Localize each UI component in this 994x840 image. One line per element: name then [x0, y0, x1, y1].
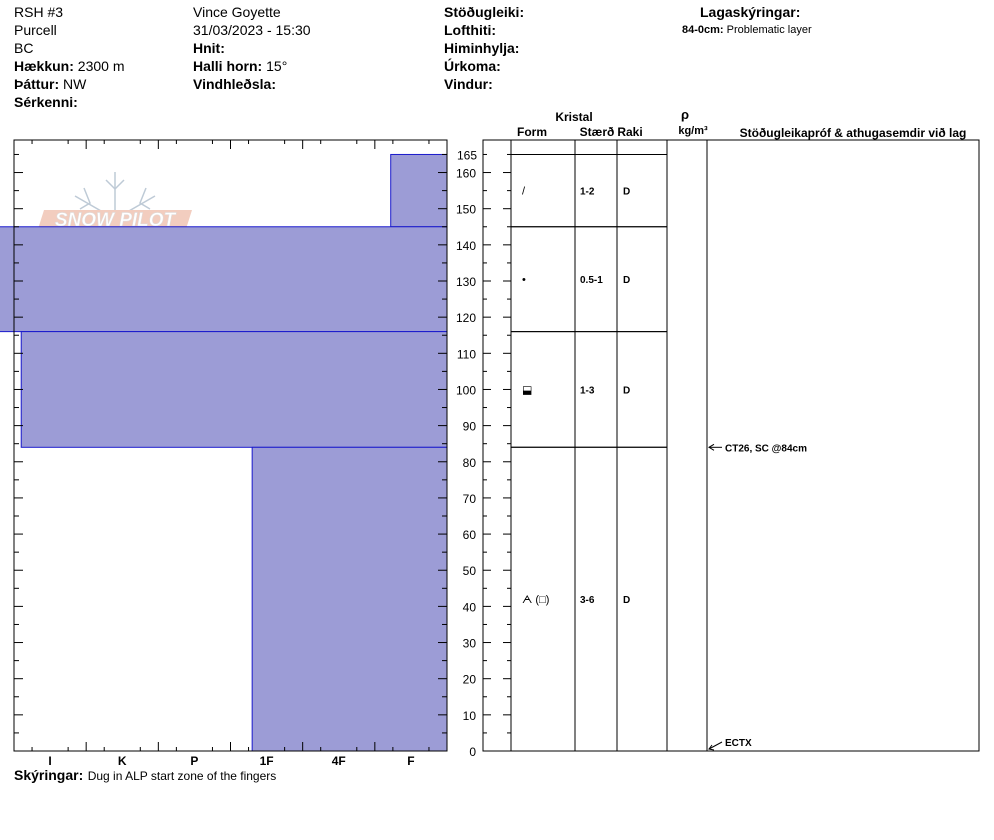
- hardness-frame: I K P 1F 4F F: [13, 139, 448, 768]
- depth-tick-label: 110: [457, 347, 476, 361]
- hardness-tick-label: 1F: [260, 754, 274, 768]
- layer-table-border: [482, 139, 980, 752]
- layer-table-frame: [482, 139, 980, 752]
- region-name: BC: [14, 40, 34, 56]
- slope-value: 15°: [266, 58, 288, 74]
- depth-tick-label: 150: [456, 203, 476, 217]
- elevation-row: Hækkun: 2300 m: [14, 59, 125, 73]
- moisture-header: Raki: [617, 125, 642, 139]
- observation-datetime: 31/03/2023 - 15:30: [193, 22, 311, 38]
- grain-form-symbol: ⬓: [522, 384, 532, 396]
- wind-loading-label: Vindhleðsla:: [193, 76, 276, 92]
- aspect-row: Þáttur: NW: [14, 77, 86, 91]
- hardness-bar: [251, 446, 448, 752]
- precip-label: Úrkoma:: [444, 58, 501, 74]
- aspect-label: Þáttur:: [14, 76, 60, 92]
- slope-label: Halli horn:: [193, 58, 263, 74]
- comments-row: Skýringar: Dug in ALP start zone of the …: [14, 768, 276, 784]
- arrowhead-icon: [708, 443, 715, 451]
- hardness-bars: [0, 153, 448, 752]
- hardness-tick-label: K: [118, 754, 127, 768]
- hardness-tick-label: P: [190, 754, 198, 768]
- logo-banner: [38, 210, 192, 229]
- depth-tick-label: 0: [469, 745, 476, 759]
- grain-size: 0.5-1: [580, 275, 603, 286]
- moisture-value: D: [623, 275, 630, 286]
- stability-test-text: ECTX: [725, 738, 752, 749]
- comments-label: Skýringar:: [14, 767, 84, 783]
- wind-label: Vindur:: [444, 76, 493, 92]
- depth-tick-label: 30: [463, 637, 477, 651]
- form-header: Form: [517, 125, 547, 139]
- sky-label: Himinhylja:: [444, 40, 520, 56]
- depth-tick-label: 10: [463, 709, 477, 723]
- grain-form-symbol: ᗅ (□): [522, 594, 549, 606]
- observer-name: Vince Goyette: [193, 4, 281, 20]
- stability-label: Stöðugleiki:: [444, 4, 525, 20]
- hardness-bar: [20, 331, 448, 448]
- test-pointer: [708, 741, 723, 750]
- problem-range: 84-0cm:: [682, 24, 724, 36]
- coords-label: Hnit:: [193, 40, 225, 56]
- features-label: Sérkenni:: [14, 94, 78, 110]
- depth-tick-label: 130: [456, 275, 476, 289]
- moisture-value: D: [623, 187, 630, 198]
- grain-form-symbol: /: [522, 186, 526, 198]
- site-name: RSH #3: [14, 4, 64, 20]
- hardness-tick-label: F: [407, 754, 414, 768]
- stability-tests: CT26, SC @84cm ECTX: [708, 443, 807, 751]
- range-name: Purcell: [14, 22, 57, 38]
- rho-symbol: ρ: [681, 107, 689, 122]
- depth-tick-label: 20: [463, 673, 477, 687]
- aspect-value: NW: [63, 76, 87, 92]
- depth-tick-label: 40: [463, 600, 477, 614]
- hardness-tick-label: I: [48, 754, 51, 768]
- problem-text: Problematic layer: [726, 24, 812, 36]
- depth-tick-label: 140: [456, 239, 476, 253]
- depth-tick-label: 80: [463, 456, 477, 470]
- depth-tick-label: 100: [456, 383, 476, 397]
- density-unit: kg/m³: [678, 125, 708, 137]
- depth-axis: 0 10 20 30 40 50 60 70 80 90 100 110 120 130 140 150 160…: [456, 148, 511, 759]
- depth-tick-label: 160: [456, 167, 476, 181]
- depth-tick-label: 70: [463, 492, 477, 506]
- arrowhead-icon: [708, 744, 715, 751]
- hardness-bar: [0, 226, 448, 333]
- snow-height-label: 165: [457, 148, 477, 162]
- problem-layer-note: 84-0cm: Problematic layer: [682, 25, 812, 36]
- legend-title: Lagaskýringar:: [700, 4, 801, 20]
- depth-tick-label: 50: [463, 564, 477, 578]
- stability-test-text: CT26, SC @84cm: [725, 443, 807, 454]
- slope-row: Halli horn: 15°: [193, 59, 287, 73]
- depth-tick-label: 90: [463, 420, 477, 434]
- grain-size: 1-2: [580, 187, 595, 198]
- moisture-value: D: [623, 385, 630, 396]
- logo-text: SNOW PILOT: [55, 210, 177, 231]
- depth-tick-label: 120: [456, 311, 476, 325]
- snow-profile-chart: SNOW PILOT I K P 1F 4F F 0 10 20 30 40 50 60 70 80 90 1…: [0, 107, 980, 768]
- comments-text: Dug in ALP start zone of the fingers: [87, 769, 277, 783]
- hardness-bar: [390, 153, 448, 228]
- crystal-header: Kristal: [555, 110, 592, 124]
- grain-size: 1-3: [580, 385, 595, 396]
- size-header: Stærð: [580, 125, 615, 139]
- grain-form-symbol: •: [522, 274, 526, 286]
- depth-tick-label: 60: [463, 528, 477, 542]
- moisture-value: D: [623, 595, 630, 606]
- grain-size: 3-6: [580, 595, 595, 606]
- elevation-label: Hækkun:: [14, 58, 74, 74]
- comments-header: Stöðugleikapróf & athugasemdir við lag: [740, 126, 967, 140]
- layer-details: / 1-2 D • 0.5-1 D ⬓ 1-3 D ᗅ (□) 3-6 D: [522, 186, 630, 607]
- elevation-value: 2300 m: [77, 58, 125, 74]
- air-temp-label: Lofthiti:: [444, 22, 497, 38]
- hardness-tick-label: 4F: [332, 754, 346, 768]
